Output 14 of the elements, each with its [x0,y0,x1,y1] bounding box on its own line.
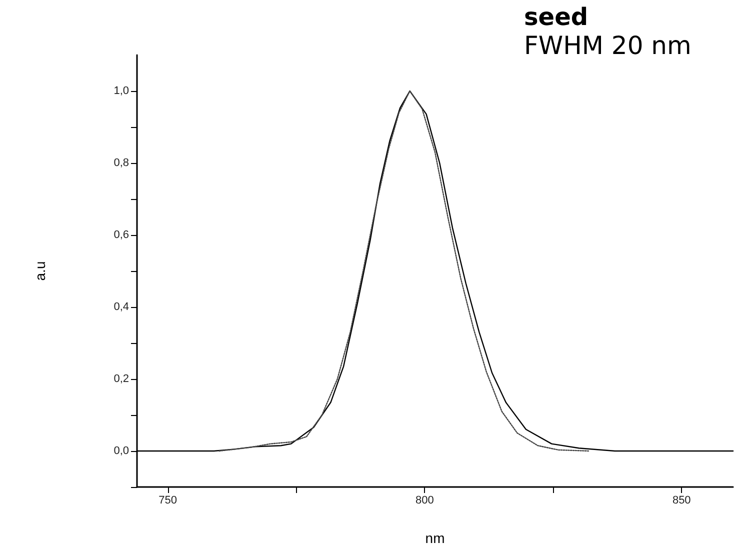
y-tick-label: 0,0 [114,445,129,457]
chart-title: seed [524,3,588,31]
y-tick-label: 0,6 [114,229,129,241]
y-tick-label: 0,4 [114,301,129,313]
chart-subtitle: FWHM 20 nm [524,31,692,60]
x-tick-label: 750 [158,494,178,506]
y-tick-label: 0,2 [114,373,129,385]
x-tick-label: 800 [416,494,434,506]
x-axis-title: nm [425,530,445,546]
x-tick-label: 850 [672,494,691,506]
y-tick-label: 0,8 [114,157,129,169]
y-axis-title: a.u [32,261,48,281]
line-series [218,90,590,452]
y-tick-label: 1,0 [114,85,129,97]
